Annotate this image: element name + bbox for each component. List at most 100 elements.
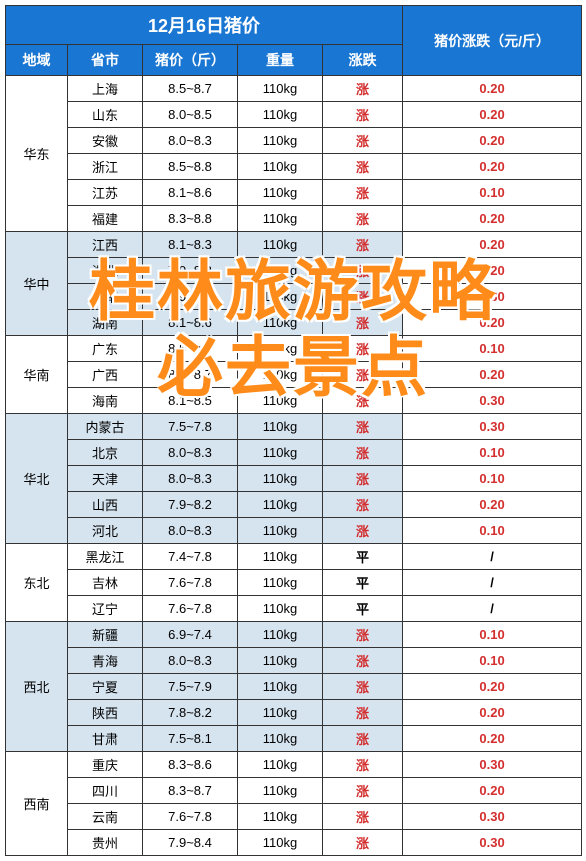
change-cell: 0.20 (403, 778, 582, 804)
trend-cell: 涨 (323, 388, 403, 414)
weight-cell: 110kg (238, 596, 323, 622)
price-cell: 7.9~8.2 (143, 492, 238, 518)
weight-cell: 110kg (238, 310, 323, 336)
table-row: 湖南8.1~8.6110kg涨0.20 (6, 310, 582, 336)
trend-cell: 涨 (323, 206, 403, 232)
weight-cell: 110kg (238, 674, 323, 700)
weight-cell: 110kg (238, 700, 323, 726)
table-row: 河南7.9~8.5110kg涨0.30 (6, 284, 582, 310)
weight-cell: 110kg (238, 76, 323, 102)
province-cell: 四川 (68, 778, 143, 804)
trend-cell: 涨 (323, 752, 403, 778)
weight-cell: 110kg (238, 284, 323, 310)
province-cell: 陕西 (68, 700, 143, 726)
price-cell: 8.3~8.7 (143, 362, 238, 388)
region-cell: 华中 (6, 232, 68, 336)
change-cell: 0.20 (403, 362, 582, 388)
province-cell: 江西 (68, 232, 143, 258)
change-cell: 0.30 (403, 830, 582, 856)
pig-price-table: 12月16日猪价 猪价涨跌（元/斤） 地域 省市 猪价（斤） 重量 涨跌 华东上… (5, 5, 582, 856)
change-cell: 0.30 (403, 388, 582, 414)
change-cell: 0.10 (403, 648, 582, 674)
weight-cell: 110kg (238, 128, 323, 154)
price-cell: 7.9~8.3 (143, 258, 238, 284)
trend-cell: 涨 (323, 284, 403, 310)
table-row: 海南8.1~8.5110kg涨0.30 (6, 388, 582, 414)
province-cell: 福建 (68, 206, 143, 232)
table-row: 青海8.0~8.3110kg涨0.10 (6, 648, 582, 674)
weight-cell: 110kg (238, 388, 323, 414)
province-cell: 甘肃 (68, 726, 143, 752)
table-row: 华南广东8.5~8.8110kg涨0.10 (6, 336, 582, 362)
change-cell: 0.10 (403, 466, 582, 492)
table-row: 安徽8.0~8.3110kg涨0.20 (6, 128, 582, 154)
trend-cell: 涨 (323, 232, 403, 258)
change-cell: 0.20 (403, 76, 582, 102)
table-row: 陕西7.8~8.2110kg涨0.20 (6, 700, 582, 726)
change-cell: 0.20 (403, 206, 582, 232)
trend-cell: 涨 (323, 310, 403, 336)
change-cell: 0.30 (403, 752, 582, 778)
price-cell: 8.1~8.6 (143, 310, 238, 336)
table-header: 12月16日猪价 猪价涨跌（元/斤） 地域 省市 猪价（斤） 重量 涨跌 (6, 6, 582, 76)
price-cell: 7.6~7.8 (143, 570, 238, 596)
province-cell: 山西 (68, 492, 143, 518)
price-cell: 8.3~8.8 (143, 206, 238, 232)
trend-cell: 涨 (323, 492, 403, 518)
price-cell: 8.0~8.3 (143, 440, 238, 466)
price-cell: 8.0~8.3 (143, 648, 238, 674)
province-cell: 宁夏 (68, 674, 143, 700)
province-cell: 广西 (68, 362, 143, 388)
price-cell: 8.0~8.3 (143, 518, 238, 544)
table-body: 华东上海8.5~8.7110kg涨0.20山东8.0~8.5110kg涨0.20… (6, 76, 582, 856)
province-cell: 河南 (68, 284, 143, 310)
change-cell: 0.10 (403, 440, 582, 466)
table-row: 甘肃7.5~8.1110kg涨0.20 (6, 726, 582, 752)
table-row: 华北内蒙古7.5~7.8110kg涨0.30 (6, 414, 582, 440)
weight-cell: 110kg (238, 232, 323, 258)
trend-cell: 涨 (323, 648, 403, 674)
trend-cell: 涨 (323, 154, 403, 180)
weight-cell: 110kg (238, 544, 323, 570)
table-row: 福建8.3~8.8110kg涨0.20 (6, 206, 582, 232)
price-cell: 8.5~8.8 (143, 154, 238, 180)
change-cell: 0.20 (403, 232, 582, 258)
region-cell: 华南 (6, 336, 68, 414)
trend-cell: 涨 (323, 518, 403, 544)
table-title: 12月16日猪价 (6, 6, 403, 45)
weight-cell: 110kg (238, 726, 323, 752)
province-cell: 上海 (68, 76, 143, 102)
weight-cell: 110kg (238, 622, 323, 648)
table-row: 山西7.9~8.2110kg涨0.20 (6, 492, 582, 518)
change-cell: 0.20 (403, 726, 582, 752)
weight-cell: 110kg (238, 466, 323, 492)
province-cell: 海南 (68, 388, 143, 414)
header-weight: 重量 (238, 45, 323, 76)
price-cell: 8.0~8.3 (143, 466, 238, 492)
province-cell: 青海 (68, 648, 143, 674)
price-cell: 8.1~8.6 (143, 180, 238, 206)
price-cell: 7.6~7.8 (143, 596, 238, 622)
weight-cell: 110kg (238, 362, 323, 388)
trend-cell: 涨 (323, 102, 403, 128)
weight-cell: 110kg (238, 778, 323, 804)
change-cell: / (403, 570, 582, 596)
table-row: 广西8.3~8.7110kg涨0.20 (6, 362, 582, 388)
price-cell: 8.3~8.6 (143, 752, 238, 778)
trend-cell: 涨 (323, 674, 403, 700)
trend-cell: 涨 (323, 726, 403, 752)
province-cell: 云南 (68, 804, 143, 830)
price-cell: 7.5~7.9 (143, 674, 238, 700)
price-cell: 8.1~8.5 (143, 388, 238, 414)
weight-cell: 110kg (238, 804, 323, 830)
weight-cell: 110kg (238, 154, 323, 180)
table-row: 湖北7.9~8.3110kg涨0.20 (6, 258, 582, 284)
region-cell: 西南 (6, 752, 68, 856)
price-cell: 8.5~8.7 (143, 76, 238, 102)
trend-cell: 涨 (323, 362, 403, 388)
table-row: 东北黑龙江7.4~7.8110kg平/ (6, 544, 582, 570)
change-cell: 0.10 (403, 180, 582, 206)
weight-cell: 110kg (238, 336, 323, 362)
province-cell: 湖北 (68, 258, 143, 284)
header-price: 猪价（斤） (143, 45, 238, 76)
